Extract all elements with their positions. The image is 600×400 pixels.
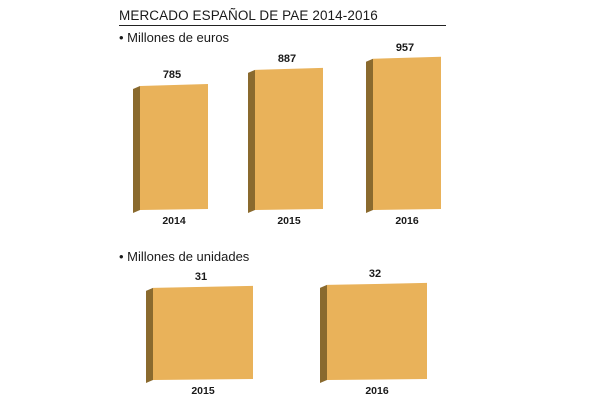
euros-value-label: 785 bbox=[163, 69, 181, 81]
section-label-units: • Millones de unidades bbox=[119, 249, 250, 264]
units-category-label: 2016 bbox=[365, 385, 389, 397]
euros-category-label: 2016 bbox=[395, 215, 419, 227]
euros-bar-2016 bbox=[366, 56, 441, 213]
units-bar-side bbox=[320, 284, 327, 383]
euros-category-label: 2014 bbox=[162, 215, 186, 227]
section-label-euros: • Millones de euros bbox=[119, 30, 230, 45]
units-category-label: 2015 bbox=[191, 385, 215, 397]
euros-bar-2014 bbox=[133, 83, 208, 213]
euros-value-label: 957 bbox=[396, 42, 414, 54]
euros-bar-2015 bbox=[248, 67, 323, 213]
units-bar-side bbox=[146, 287, 153, 383]
units-value-label: 32 bbox=[369, 268, 381, 280]
units-bar-front bbox=[327, 282, 427, 380]
euros-bar-side bbox=[248, 69, 255, 213]
euros-bar-front bbox=[140, 83, 208, 210]
euros-bar-side bbox=[133, 85, 140, 213]
euros-bar-side bbox=[366, 58, 373, 213]
euros-bar-front bbox=[373, 56, 441, 210]
units-bar-2016 bbox=[320, 282, 427, 383]
units-bar-front bbox=[153, 285, 253, 380]
euros-value-label: 887 bbox=[278, 53, 296, 65]
chart-title: MERCADO ESPAÑOL DE PAE 2014-2016 bbox=[119, 8, 446, 26]
units-value-label: 31 bbox=[195, 271, 207, 283]
euros-bar-front bbox=[255, 67, 323, 210]
euros-category-label: 2015 bbox=[277, 215, 301, 227]
units-bar-2015 bbox=[146, 285, 253, 383]
